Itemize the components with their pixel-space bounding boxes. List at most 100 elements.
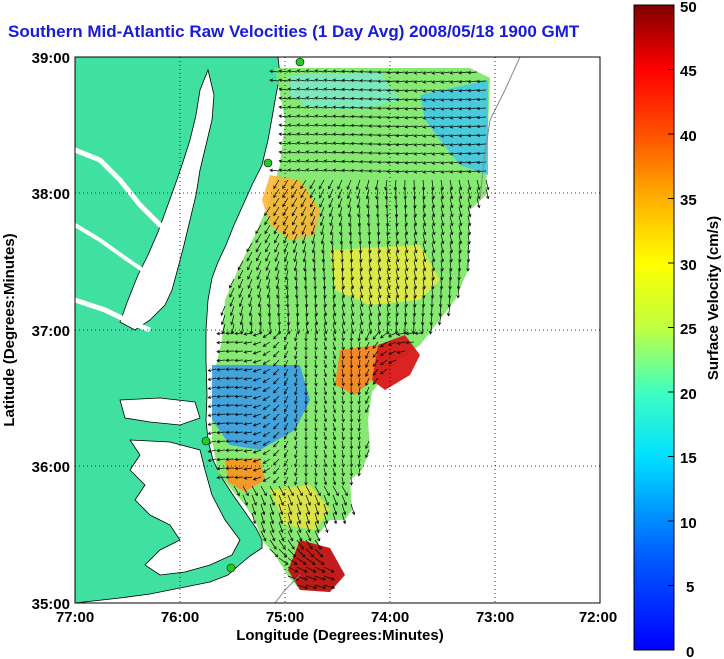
velocity-arrow [278,69,289,73]
velocity-arrow [243,359,253,363]
velocity-arrow [305,584,318,590]
velocity-arrow [276,296,281,308]
velocity-arrow [296,87,307,91]
velocity-arrow [229,305,235,317]
velocity-arrow [380,332,388,339]
velocity-arrow [350,87,361,92]
velocity-arrow [341,422,345,432]
velocity-arrow [230,323,235,335]
velocity-arrow [283,332,289,341]
velocity-arrow [405,331,415,336]
velocity-arrow [310,224,316,236]
velocity-arrow [314,332,318,342]
velocity-arrow [273,449,280,457]
velocity-arrow [251,512,257,525]
velocity-arrow [258,323,263,335]
velocity-arrow [341,458,345,468]
velocity-arrow [278,557,289,565]
velocity-arrow [449,71,460,75]
velocity-arrow [262,413,271,419]
velocity-arrow [384,179,388,191]
velocity-arrow [247,269,253,280]
velocity-arrow [413,287,417,299]
velocity-arrow [368,70,378,74]
velocity-arrow [243,386,253,390]
velocity-arrow [440,98,451,102]
velocity-arrow [365,449,370,459]
velocity-arrow [304,432,308,441]
velocity-arrow [314,485,321,497]
velocity-arrow [365,341,370,351]
velocity-arrow [293,251,298,263]
velocity-arrow [294,350,298,360]
velocity-arrow [458,170,469,174]
velocity-arrow [365,404,370,414]
velocity-arrow [341,386,345,396]
velocity-arrow [225,466,235,471]
velocity-arrow [243,458,253,462]
velocity-arrow [323,341,328,351]
velocity-arrow [283,233,289,244]
velocity-arrow [268,323,272,335]
velocity-arrow [357,413,361,423]
velocity-arrow [396,341,406,345]
velocity-arrow [234,385,244,390]
velocity-arrow [225,412,235,417]
velocity-arrow [264,224,271,235]
velocity-arrow [357,404,361,414]
velocity-arrow [234,412,244,417]
velocity-arrow [458,71,469,75]
velocity-arrow [243,350,253,354]
velocity-arrow [341,296,346,308]
velocity-arrow [365,377,370,387]
velocity-arrow [287,494,293,506]
velocity-arrow [458,161,469,165]
velocity-arrow [467,70,478,75]
velocity-arrow [431,206,436,218]
velocity-arrow [447,287,452,299]
velocity-arrow [310,215,316,226]
velocity-arrow [304,351,308,360]
velocity-arrow [332,168,343,172]
velocity-vectors [207,69,490,590]
velocity-arrow [323,332,328,342]
velocity-arrow [341,413,345,423]
velocity-arrow [234,457,244,462]
velocity-arrow [309,179,316,190]
velocity-arrow [251,503,257,516]
velocity-arrow [404,89,415,93]
velocity-arrow [252,476,262,481]
velocity-arrow [262,458,271,464]
velocity-arrow [349,440,354,450]
velocity-arrow [287,150,298,154]
velocity-patch-red-east [372,335,420,390]
velocity-arrow [285,287,290,299]
velocity-arrow [377,88,388,93]
velocity-arrow [386,88,397,93]
velocity-arrow [305,575,317,581]
velocity-arrow [365,359,370,369]
velocity-arrow [225,367,235,372]
velocity-arrow [420,314,425,326]
velocity-arrow [376,224,381,236]
velocity-arrow [395,124,406,129]
velocity-arrow [305,512,311,525]
velocity-arrow [287,159,298,163]
velocity-arrow [225,394,235,399]
velocity-arrow [404,242,409,254]
velocity-arrow [243,377,253,381]
velocity-arrow [368,106,378,110]
velocity-arrow [332,296,337,308]
velocity-arrow [278,503,284,516]
velocity-arrow [278,159,289,163]
velocity-arrow [225,358,235,363]
velocity-arrow [332,78,343,82]
velocity-arrow [294,422,298,432]
velocity-arrow [458,215,463,227]
velocity-arrow [357,215,362,227]
velocity-arrow [304,477,308,486]
velocity-arrow [431,161,442,165]
velocity-arrow [207,458,217,462]
velocity-arrow [323,422,328,432]
velocity-arrow [349,350,354,360]
